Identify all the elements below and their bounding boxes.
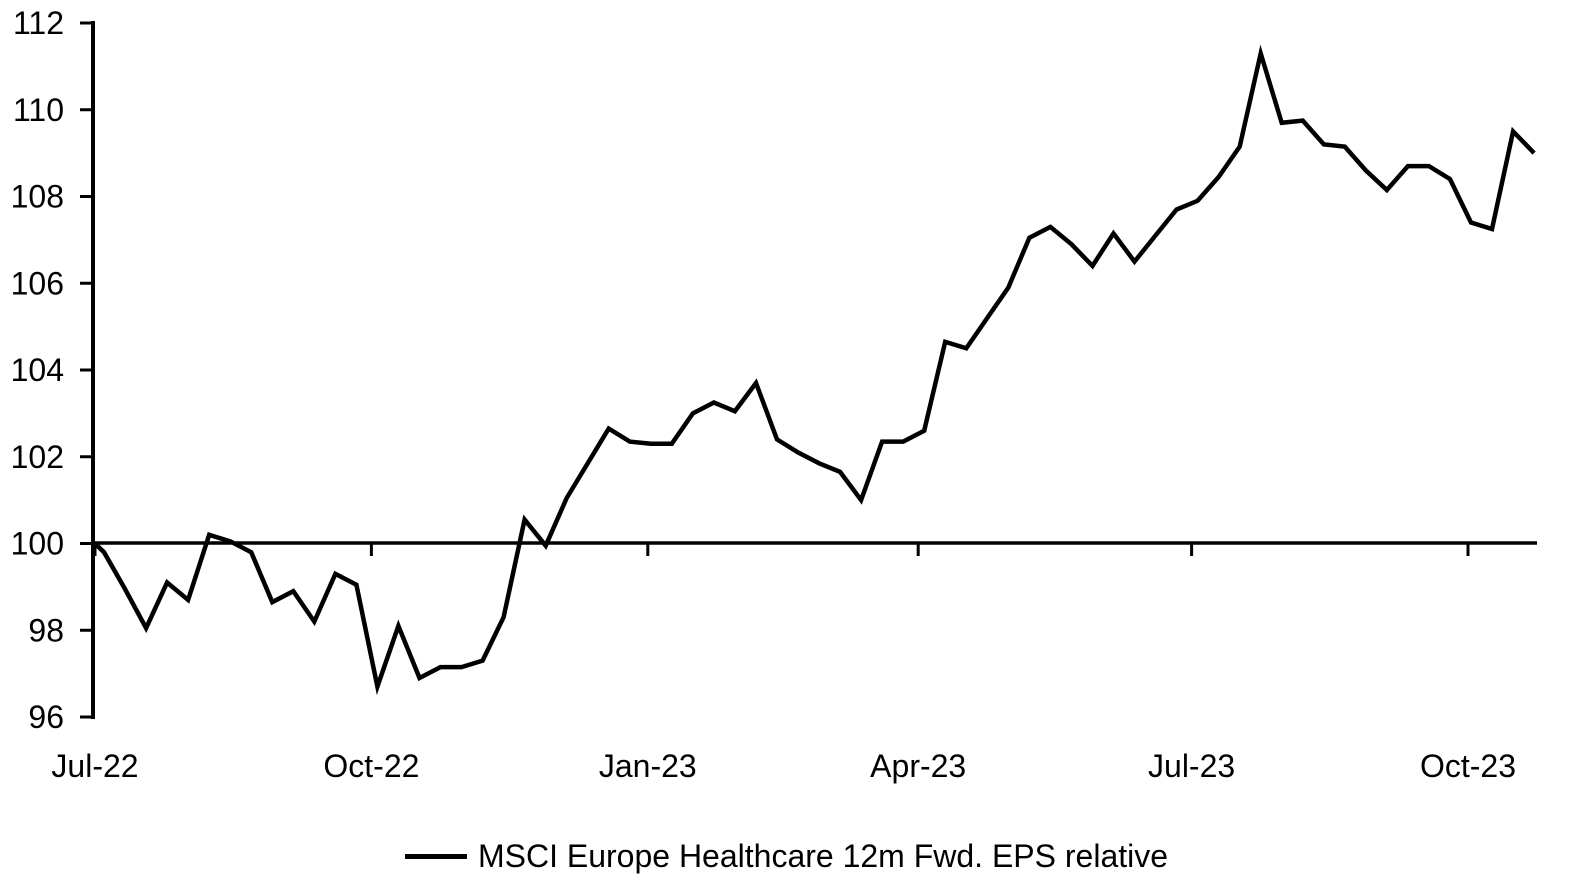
y-tick-label: 102 bbox=[11, 439, 64, 475]
x-tick-label: Jan-23 bbox=[599, 748, 697, 784]
x-tick-label: Jul-22 bbox=[51, 748, 138, 784]
y-tick-label: 104 bbox=[11, 352, 64, 388]
legend: MSCI Europe Healthcare 12m Fwd. EPS rela… bbox=[0, 838, 1573, 875]
y-tick-label: 96 bbox=[28, 699, 64, 735]
x-tick-label: Jul-23 bbox=[1148, 748, 1235, 784]
y-tick-label: 100 bbox=[11, 526, 64, 562]
x-tick-label: Oct-22 bbox=[323, 748, 419, 784]
x-tick-label: Apr-23 bbox=[870, 748, 966, 784]
y-tick-label: 98 bbox=[28, 612, 64, 648]
y-tick-label: 106 bbox=[11, 265, 64, 301]
y-tick-label: 110 bbox=[13, 92, 64, 128]
legend-line-sample bbox=[404, 854, 467, 859]
series-line bbox=[93, 44, 1536, 696]
y-tick-label: 108 bbox=[11, 179, 64, 215]
x-tick-label: Oct-23 bbox=[1420, 748, 1516, 784]
y-tick-label: 112 bbox=[13, 5, 64, 41]
legend-label: MSCI Europe Healthcare 12m Fwd. EPS rela… bbox=[477, 838, 1169, 874]
